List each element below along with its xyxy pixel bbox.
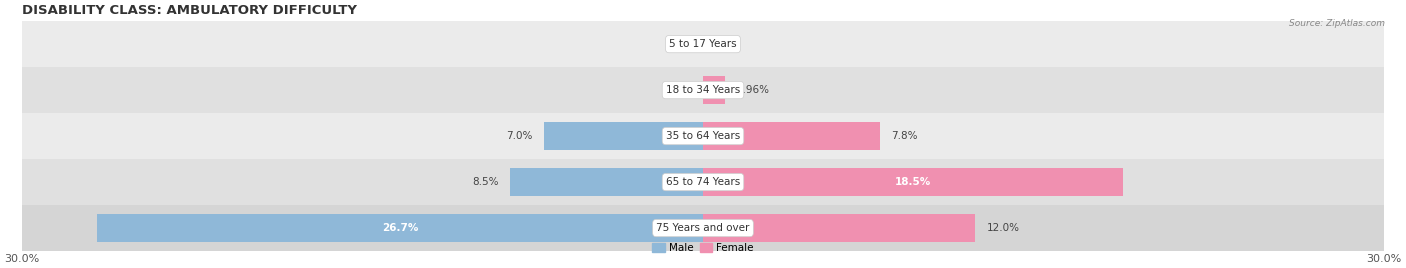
Text: 5 to 17 Years: 5 to 17 Years [669,39,737,49]
Legend: Male, Female: Male, Female [648,239,758,257]
Text: 0.0%: 0.0% [714,39,741,49]
Text: 65 to 74 Years: 65 to 74 Years [666,177,740,187]
Text: 12.0%: 12.0% [987,223,1019,233]
Text: 7.8%: 7.8% [891,131,918,141]
Bar [21,21,1385,67]
Text: 0.0%: 0.0% [665,39,692,49]
Bar [703,168,1123,196]
Bar [703,122,880,150]
Bar [510,168,703,196]
Bar [544,122,703,150]
Bar [21,67,1385,113]
Bar [21,159,1385,205]
Text: 35 to 64 Years: 35 to 64 Years [666,131,740,141]
Text: 7.0%: 7.0% [506,131,533,141]
Bar [703,76,725,104]
Bar [21,205,1385,251]
Text: 75 Years and over: 75 Years and over [657,223,749,233]
Text: DISABILITY CLASS: AMBULATORY DIFFICULTY: DISABILITY CLASS: AMBULATORY DIFFICULTY [21,4,357,17]
Bar [21,113,1385,159]
Bar [703,214,976,242]
Bar [97,214,703,242]
Text: 18.5%: 18.5% [894,177,931,187]
Text: 0.0%: 0.0% [665,85,692,95]
Text: 0.96%: 0.96% [737,85,769,95]
Text: 8.5%: 8.5% [472,177,499,187]
Text: 26.7%: 26.7% [381,223,418,233]
Text: Source: ZipAtlas.com: Source: ZipAtlas.com [1289,19,1385,28]
Text: 18 to 34 Years: 18 to 34 Years [666,85,740,95]
